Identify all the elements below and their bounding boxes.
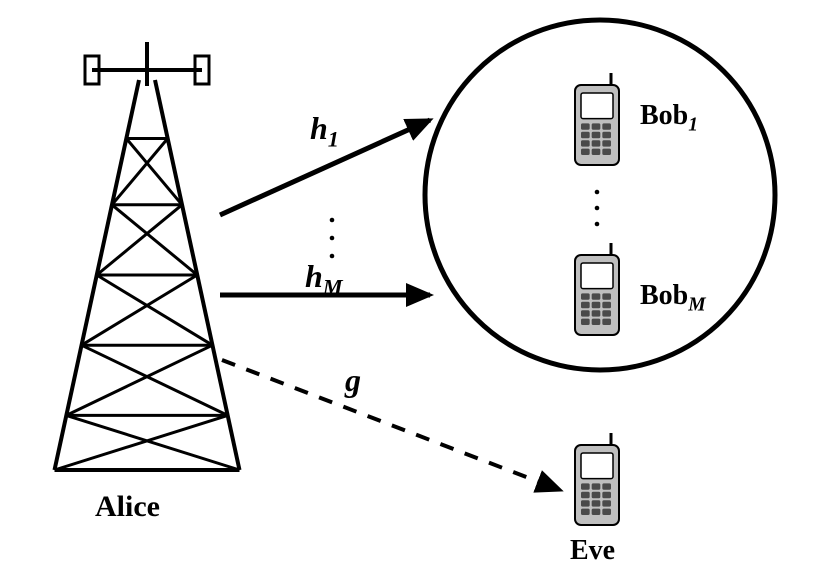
h1-sub: 1 (328, 126, 339, 151)
bobM-phone-icon (575, 243, 619, 335)
bob1-sub: 1 (688, 115, 698, 136)
bobM-sub: M (688, 295, 705, 316)
eve-label: Eve (570, 535, 615, 567)
bobM-base: Bob (640, 280, 688, 311)
bobM-label: BobM (640, 280, 706, 317)
hM-label: hM (305, 258, 343, 300)
bob1-phone-icon (575, 73, 619, 165)
g-base: g (345, 362, 361, 398)
h1-label: h1 (310, 110, 339, 152)
diagram-stage: Alice Eve Bob1 BobM h1 hM g (0, 0, 814, 569)
h1-base: h (310, 110, 328, 146)
alice-label: Alice (95, 490, 160, 524)
eve-phone-icon (575, 433, 619, 525)
g-label: g (345, 362, 361, 404)
bob1-label: Bob1 (640, 100, 698, 137)
hM-base: h (305, 258, 323, 294)
bob1-base: Bob (640, 100, 688, 131)
hM-sub: M (323, 274, 343, 299)
